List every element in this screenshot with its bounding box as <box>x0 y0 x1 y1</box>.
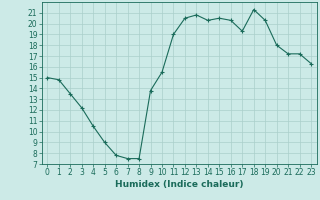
X-axis label: Humidex (Indice chaleur): Humidex (Indice chaleur) <box>115 180 244 189</box>
